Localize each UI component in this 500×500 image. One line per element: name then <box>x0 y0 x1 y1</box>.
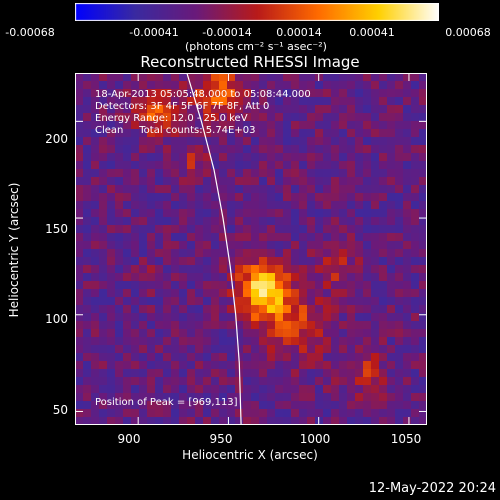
heatmap-plot: 18-Apr-2013 05:05:48.000 to 05:08:44.000… <box>75 73 427 425</box>
y-tick-label: 150 <box>45 222 68 236</box>
heatmap-image <box>75 73 427 425</box>
info-detectors: Detectors: 3F 4F 5F 6F 7F 8F, Att 0 <box>95 101 270 112</box>
x-axis-label: Heliocentric X (arcsec) <box>182 448 318 462</box>
colorbar-tick-label: 0.00014 <box>276 26 322 39</box>
colorbar-tick-label: -0.00041 <box>129 26 179 39</box>
plot-frame <box>75 73 427 425</box>
colorbar-units: (photons cm⁻² s⁻¹ asec⁻²) <box>185 40 327 53</box>
y-tick-label: 100 <box>45 312 68 326</box>
y-tick-label: 200 <box>45 132 68 146</box>
colorbar-tick-label: 0.00068 <box>445 26 491 39</box>
plot-axes <box>75 73 427 425</box>
solar-limb-curve <box>186 73 242 425</box>
x-tick-label: 1050 <box>390 432 422 446</box>
info-peak-position: Position of Peak = [969,113] <box>95 397 238 408</box>
colorbar-tick-label: -0.00068 <box>5 26 55 39</box>
x-tick-label: 950 <box>209 432 233 446</box>
colorbar-gradient <box>75 3 439 21</box>
info-clean-counts: Clean Total counts: 5.74E+03 <box>95 125 256 136</box>
plot-title: Reconstructed RHESSI Image <box>140 53 360 71</box>
x-tick-label: 900 <box>117 432 141 446</box>
info-time-range: 18-Apr-2013 05:05:48.000 to 05:08:44.000 <box>95 89 311 100</box>
colorbar-tick-label: -0.00014 <box>202 26 252 39</box>
footer-date: 12-May-2022 20:24 <box>368 481 496 496</box>
colorbar <box>75 3 439 21</box>
colorbar-tick-label: 0.00041 <box>349 26 395 39</box>
info-energy-range: Energy Range: 12.0 - 25.0 keV <box>95 113 248 124</box>
x-tick-label: 1000 <box>299 432 331 446</box>
y-tick-label: 50 <box>52 403 68 417</box>
y-axis-label: Heliocentric Y (arcsec) <box>7 182 21 318</box>
